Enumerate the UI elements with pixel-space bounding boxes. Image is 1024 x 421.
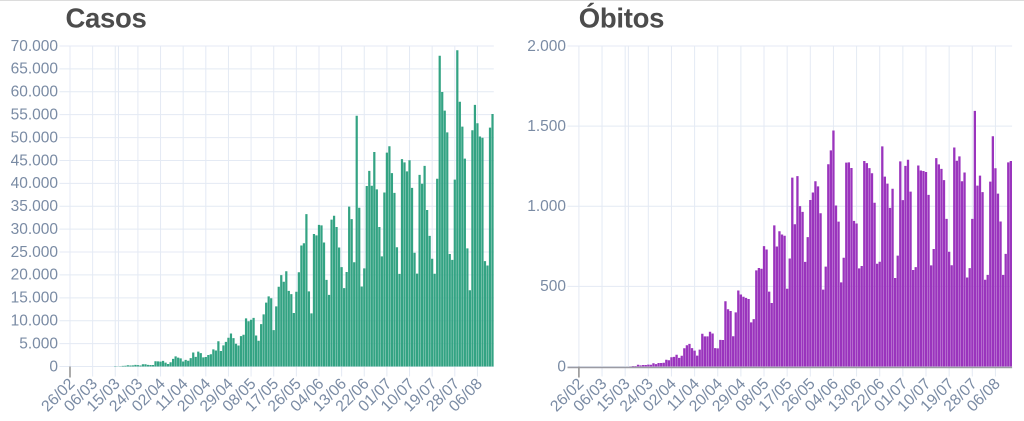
svg-text:25.000: 25.000 [11,244,59,261]
svg-text:1.500: 1.500 [527,118,566,135]
svg-text:55.000: 55.000 [11,106,59,123]
svg-text:5.000: 5.000 [19,335,58,352]
svg-text:2.000: 2.000 [527,38,566,55]
svg-text:1.000: 1.000 [527,198,566,215]
svg-text:50.000: 50.000 [11,129,59,146]
svg-text:15.000: 15.000 [11,290,59,307]
svg-text:10.000: 10.000 [11,313,59,330]
svg-text:Casos: Casos [66,2,147,33]
svg-text:Óbitos: Óbitos [579,2,664,33]
svg-text:40.000: 40.000 [11,175,59,192]
svg-text:35.000: 35.000 [11,198,59,215]
svg-text:20.000: 20.000 [11,267,59,284]
svg-text:0: 0 [557,358,566,375]
svg-text:500: 500 [540,278,566,295]
svg-text:65.000: 65.000 [11,61,59,78]
svg-text:0: 0 [49,358,58,375]
svg-text:30.000: 30.000 [11,221,59,238]
svg-text:45.000: 45.000 [11,152,59,169]
svg-text:60.000: 60.000 [11,84,59,101]
svg-text:70.000: 70.000 [11,38,59,55]
